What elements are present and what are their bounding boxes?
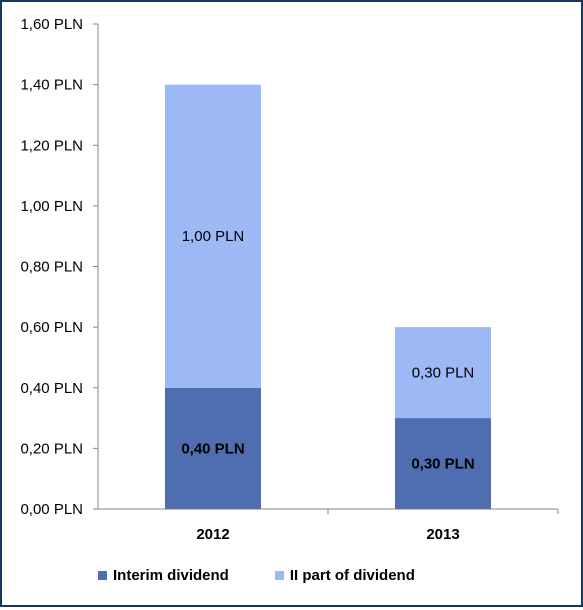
data-label: 1,00 PLN: [182, 228, 245, 245]
legend-label-interim-dividend: Interim dividend: [113, 567, 229, 584]
bar-segment: [165, 84, 261, 388]
y-tick-label: 1,60 PLN: [20, 16, 83, 33]
y-tick-label: 0,00 PLN: [20, 501, 83, 518]
bar-segment: [165, 387, 261, 509]
legend-item-ii-part-of-dividend: II part of dividend: [274, 567, 415, 584]
y-tick-label: 0,40 PLN: [20, 380, 83, 397]
x-tick-label: 2012: [196, 526, 229, 543]
y-tick-label: 0,20 PLN: [20, 440, 83, 457]
data-label: 0,30 PLN: [411, 456, 474, 473]
data-label: 0,40 PLN: [181, 440, 244, 457]
x-tick-label: 2013: [426, 526, 459, 543]
y-tick-label: 0,60 PLN: [20, 319, 83, 336]
legend-swatch-ii-part-of-dividend: [274, 571, 284, 580]
bar-segment: [395, 327, 491, 419]
y-tick-label: 1,20 PLN: [20, 137, 83, 154]
bar-segment: [395, 418, 491, 509]
data-label: 0,30 PLN: [412, 365, 475, 382]
legend-item-interim-dividend: Interim dividend: [98, 567, 229, 584]
chart-legend: Interim dividend II part of dividend: [98, 567, 461, 584]
y-tick-label: 0,80 PLN: [20, 259, 83, 276]
y-tick-label: 1,40 PLN: [20, 77, 83, 94]
legend-swatch-interim-dividend: [98, 571, 107, 580]
y-tick-label: 1,00 PLN: [20, 198, 83, 215]
legend-label-ii-part-of-dividend: II part of dividend: [289, 567, 415, 584]
